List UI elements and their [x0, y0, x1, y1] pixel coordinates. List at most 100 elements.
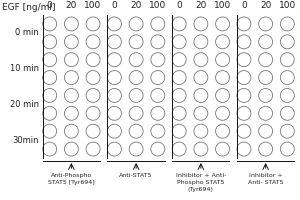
Circle shape [43, 142, 57, 156]
Text: Inhibitor + Anti-: Inhibitor + Anti- [176, 173, 226, 178]
Circle shape [280, 124, 294, 138]
Circle shape [259, 17, 273, 31]
Circle shape [107, 71, 122, 85]
Circle shape [216, 53, 230, 67]
Circle shape [259, 71, 273, 85]
Circle shape [129, 88, 143, 102]
Circle shape [64, 35, 78, 49]
Circle shape [194, 53, 208, 67]
Circle shape [194, 124, 208, 138]
Circle shape [64, 17, 78, 31]
Text: 0: 0 [47, 0, 52, 9]
Text: Anti- STAT5: Anti- STAT5 [248, 180, 284, 185]
Circle shape [86, 53, 100, 67]
Text: STAT5 [Tyr694]: STAT5 [Tyr694] [48, 180, 95, 185]
Circle shape [194, 35, 208, 49]
Text: EGF [ng/ml]: EGF [ng/ml] [2, 2, 56, 11]
Circle shape [107, 35, 122, 49]
Circle shape [194, 17, 208, 31]
Circle shape [280, 106, 294, 120]
Circle shape [129, 71, 143, 85]
Circle shape [172, 35, 186, 49]
Circle shape [194, 88, 208, 102]
Text: 0: 0 [112, 0, 117, 9]
Text: Anti-Phospho: Anti-Phospho [51, 173, 92, 178]
Circle shape [172, 88, 186, 102]
Circle shape [107, 53, 122, 67]
Circle shape [86, 106, 100, 120]
Circle shape [237, 71, 251, 85]
Circle shape [151, 106, 165, 120]
Text: 100: 100 [214, 0, 231, 9]
Circle shape [129, 35, 143, 49]
Circle shape [43, 71, 57, 85]
Circle shape [86, 35, 100, 49]
Circle shape [216, 124, 230, 138]
Circle shape [64, 124, 78, 138]
Circle shape [280, 53, 294, 67]
Text: 0: 0 [176, 0, 182, 9]
Text: 20 min: 20 min [10, 100, 39, 109]
Circle shape [280, 142, 294, 156]
Circle shape [129, 106, 143, 120]
Circle shape [259, 53, 273, 67]
Circle shape [259, 142, 273, 156]
Circle shape [280, 88, 294, 102]
Circle shape [129, 124, 143, 138]
Circle shape [151, 17, 165, 31]
Circle shape [172, 124, 186, 138]
Circle shape [43, 53, 57, 67]
Text: Anti-STAT5: Anti-STAT5 [119, 173, 153, 178]
Text: 10 min: 10 min [10, 64, 39, 73]
Circle shape [64, 53, 78, 67]
Circle shape [151, 35, 165, 49]
Circle shape [216, 88, 230, 102]
Circle shape [237, 142, 251, 156]
Circle shape [43, 124, 57, 138]
Text: Inhibitor +: Inhibitor + [249, 173, 282, 178]
Text: 0 min: 0 min [15, 28, 39, 37]
Circle shape [172, 17, 186, 31]
Circle shape [194, 71, 208, 85]
Circle shape [216, 35, 230, 49]
Circle shape [64, 88, 78, 102]
Circle shape [237, 35, 251, 49]
Circle shape [129, 53, 143, 67]
Circle shape [86, 88, 100, 102]
Circle shape [43, 106, 57, 120]
Circle shape [280, 17, 294, 31]
Circle shape [237, 124, 251, 138]
Circle shape [107, 106, 122, 120]
Circle shape [237, 106, 251, 120]
Circle shape [43, 17, 57, 31]
Circle shape [107, 142, 122, 156]
Circle shape [151, 124, 165, 138]
Text: 100: 100 [279, 0, 296, 9]
Circle shape [151, 142, 165, 156]
Circle shape [64, 142, 78, 156]
Text: 0: 0 [241, 0, 247, 9]
Circle shape [259, 35, 273, 49]
Circle shape [237, 53, 251, 67]
Text: Phospho STAT5: Phospho STAT5 [177, 180, 225, 185]
Circle shape [64, 71, 78, 85]
Circle shape [216, 17, 230, 31]
Circle shape [107, 124, 122, 138]
Circle shape [172, 142, 186, 156]
Text: 20: 20 [66, 0, 77, 9]
Circle shape [194, 106, 208, 120]
Circle shape [86, 124, 100, 138]
Circle shape [43, 35, 57, 49]
Text: 30min: 30min [13, 136, 39, 145]
Circle shape [86, 17, 100, 31]
Circle shape [129, 142, 143, 156]
Circle shape [259, 124, 273, 138]
Circle shape [280, 35, 294, 49]
Circle shape [216, 71, 230, 85]
Circle shape [64, 106, 78, 120]
Circle shape [259, 88, 273, 102]
Text: 20: 20 [130, 0, 142, 9]
Text: 20: 20 [260, 0, 271, 9]
Circle shape [237, 17, 251, 31]
Text: 100: 100 [85, 0, 102, 9]
